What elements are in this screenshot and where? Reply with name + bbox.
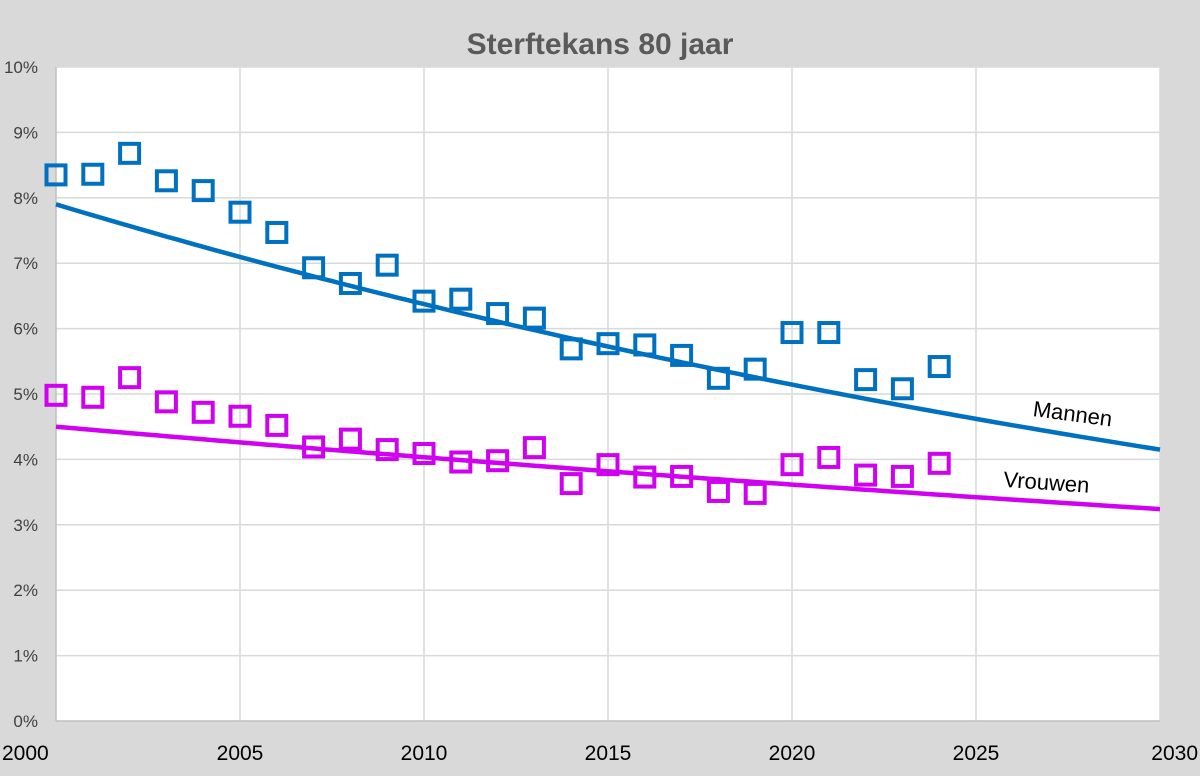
grid-lines (56, 66, 1161, 721)
y-tick-label: 9% (13, 123, 38, 142)
mannen-marker (890, 377, 914, 401)
vrouwen-marker (412, 442, 436, 466)
vrouwen-marker (486, 449, 510, 473)
x-tick-label: 2030 (1151, 742, 1198, 765)
y-tick-label: 10% (4, 58, 38, 77)
vrouwen-marker (743, 481, 767, 505)
data-markers (44, 141, 951, 505)
vrouwen-series-label: Vrouwen (1003, 467, 1091, 498)
mannen-marker (743, 357, 767, 381)
vrouwen-marker (154, 390, 178, 414)
vrouwen-marker (191, 400, 215, 424)
y-tick-label: 0% (13, 712, 38, 731)
y-tick-label: 2% (13, 581, 38, 600)
y-tick-label: 1% (13, 647, 38, 666)
mannen-marker (449, 287, 473, 311)
mannen-marker (191, 179, 215, 203)
mannen-marker (780, 321, 804, 345)
mannen-marker (596, 332, 620, 356)
y-tick-label: 3% (13, 516, 38, 535)
mannen-marker (228, 200, 252, 224)
vrouwen-marker (44, 383, 68, 407)
vrouwen-marker (118, 366, 142, 390)
mannen-trend-line (55, 202, 1161, 452)
vrouwen-marker (449, 450, 473, 474)
mannen-marker (927, 355, 951, 379)
mannen-marker (338, 271, 362, 295)
vrouwen-marker (522, 436, 546, 460)
vrouwen-marker (596, 453, 620, 477)
mannen-marker (670, 343, 694, 367)
vrouwen-marker (854, 463, 878, 487)
chart-title: Sterftekans 80 jaar (467, 28, 734, 61)
mannen-marker (486, 302, 510, 326)
vrouwen-marker (265, 413, 289, 437)
vrouwen-marker (927, 451, 951, 475)
vrouwen-marker (670, 464, 694, 488)
mannen-marker (302, 256, 326, 280)
x-tick-label: 2010 (401, 742, 448, 765)
mannen-marker (154, 169, 178, 193)
mannen-marker (633, 333, 657, 357)
y-tick-label: 4% (13, 450, 38, 469)
vrouwen-marker (81, 385, 105, 409)
vrouwen-marker (633, 465, 657, 489)
mannen-marker (522, 306, 546, 330)
mannen-marker (118, 141, 142, 165)
mannen-marker (559, 337, 583, 361)
vrouwen-marker (890, 464, 914, 488)
mannen-marker (817, 321, 841, 345)
x-tick-label: 2000 (2, 742, 49, 765)
vrouwen-marker (780, 453, 804, 477)
vrouwen-marker (706, 479, 730, 503)
x-tick-label: 2005 (217, 742, 264, 765)
mannen-marker (375, 253, 399, 277)
mannen-marker (412, 289, 436, 313)
x-tick-label: 2015 (585, 742, 632, 765)
mannen-marker (81, 162, 105, 186)
x-tick-label: 2025 (953, 742, 1000, 765)
y-tick-label: 5% (13, 385, 38, 404)
axes: 0% 1% 2% 3% 4% 5% 6% 7% 8% 9% 10% 2000 2005 2010 2015 2… (2, 58, 1198, 765)
vrouwen-marker (338, 427, 362, 451)
y-tick-label: 8% (13, 189, 38, 208)
vrouwen-marker (228, 404, 252, 428)
vrouwen-marker (375, 438, 399, 462)
vrouwen-marker (817, 445, 841, 469)
mannen-marker (706, 366, 730, 390)
vrouwen-trend-line (55, 424, 1161, 512)
mannen-marker (265, 220, 289, 244)
vrouwen-marker (559, 472, 583, 496)
mannen-marker (854, 368, 878, 392)
trend-lines (55, 202, 1161, 512)
mannen-marker (44, 163, 68, 187)
vrouwen-marker (302, 435, 326, 459)
y-tick-label: 7% (13, 254, 38, 273)
y-tick-label: 6% (13, 320, 38, 339)
x-tick-label: 2020 (769, 742, 816, 765)
